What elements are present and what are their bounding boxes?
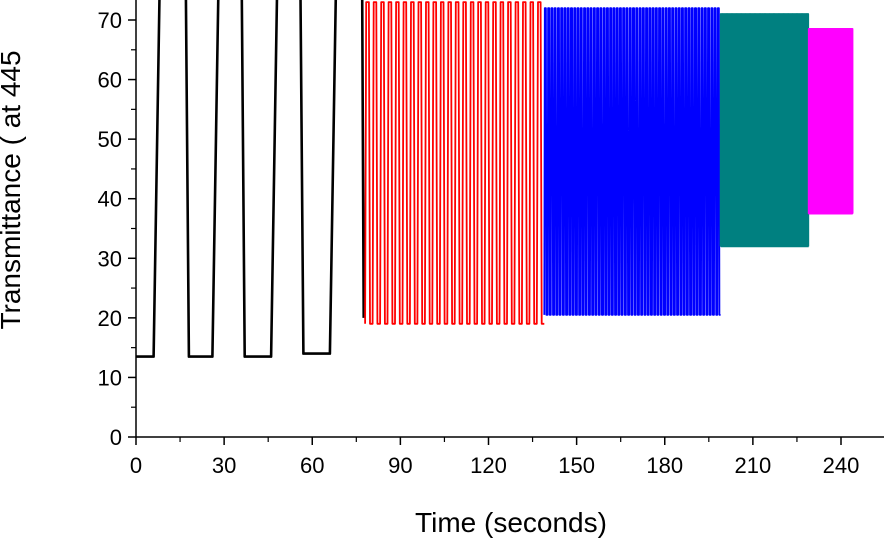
y-tick-label: 0 xyxy=(110,425,122,450)
series-line-5 xyxy=(807,28,854,215)
x-tick-label: 210 xyxy=(735,453,772,478)
x-tick-label: 0 xyxy=(130,453,142,478)
y-tick-label: 70 xyxy=(98,8,122,33)
x-axis-title: Time (seconds) xyxy=(415,507,607,538)
series-line-3 xyxy=(543,7,721,316)
series-line-2 xyxy=(364,1,545,325)
y-tick-label: 50 xyxy=(98,127,122,152)
y-axis-title: Transmittance ( at 445 xyxy=(0,50,26,329)
x-tick-label: 180 xyxy=(646,453,683,478)
y-tick-label: 20 xyxy=(98,306,122,331)
series-line-1 xyxy=(136,0,365,358)
y-tick-label: 40 xyxy=(98,187,122,212)
y-tick-label: 10 xyxy=(98,365,122,390)
x-tick-label: 90 xyxy=(388,453,412,478)
series-layer xyxy=(136,0,854,358)
x-tick-label: 150 xyxy=(558,453,595,478)
y-tick-label: 60 xyxy=(98,68,122,93)
x-tick-label: 240 xyxy=(823,453,860,478)
y-tick-label: 30 xyxy=(98,246,122,271)
series-line-4 xyxy=(719,13,810,248)
axes-layer: 0 30 60 90 120 150 180 210 240 0 10 20 30 40 50 60 70 xyxy=(98,0,884,478)
x-tick-label: 120 xyxy=(470,453,507,478)
x-tick-label: 60 xyxy=(300,453,324,478)
x-tick-label: 30 xyxy=(212,453,236,478)
